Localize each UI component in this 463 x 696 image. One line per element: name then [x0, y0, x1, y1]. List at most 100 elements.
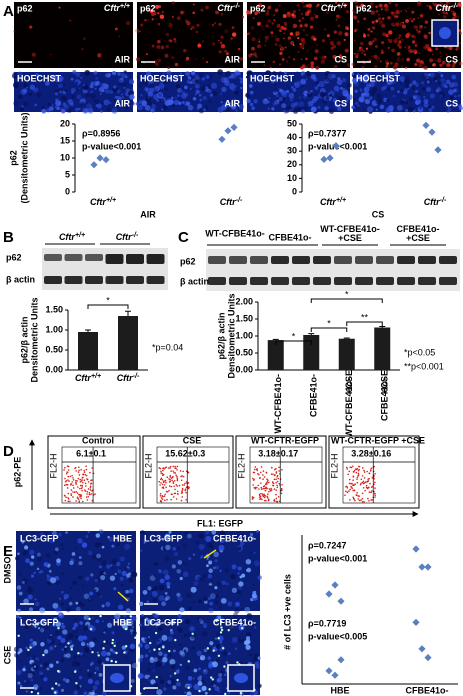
texture [274, 8, 279, 13]
texture [385, 33, 389, 38]
texture [264, 44, 267, 47]
texture [264, 74, 268, 78]
texture [33, 665, 37, 668]
texture [337, 4, 339, 6]
event [161, 478, 164, 481]
texture [233, 612, 238, 618]
texture [130, 679, 135, 683]
texture [51, 104, 54, 107]
event [258, 473, 260, 476]
texture [137, 657, 143, 663]
texture [60, 637, 66, 643]
event [253, 487, 255, 489]
event [272, 482, 275, 485]
texture [34, 601, 40, 607]
texture [248, 54, 252, 58]
texture [278, 76, 282, 80]
event [163, 495, 166, 497]
event [65, 479, 68, 482]
texture [167, 66, 170, 70]
texture [71, 95, 76, 99]
texture [25, 651, 31, 657]
event [275, 481, 277, 484]
gfp-puncta [17, 634, 20, 637]
texture [206, 564, 209, 568]
texture [168, 39, 171, 42]
texture [423, 33, 427, 38]
event [267, 481, 270, 484]
gfp-puncta [89, 628, 93, 631]
texture [60, 108, 66, 114]
texture [19, 616, 22, 619]
texture [190, 646, 195, 651]
event [276, 484, 278, 487]
texture [211, 23, 215, 27]
texture [361, 86, 364, 90]
event [174, 472, 177, 474]
texture [372, 40, 375, 43]
blot-label: p62 [180, 256, 196, 266]
gfp-puncta [54, 691, 57, 694]
texture [369, 90, 376, 97]
texture [174, 40, 177, 43]
plot-title: WT-CFTR-EGFP +CSE [331, 435, 425, 445]
axis-label: FL2-H [48, 453, 58, 478]
event [371, 490, 373, 492]
texture [416, 29, 418, 31]
band [126, 254, 144, 264]
texture [49, 638, 55, 645]
texture [205, 74, 210, 79]
texture [202, 668, 209, 675]
texture [203, 669, 206, 672]
texture [171, 15, 174, 19]
point [422, 121, 430, 129]
point [434, 146, 442, 154]
texture [208, 582, 213, 586]
event [77, 471, 80, 473]
texture [246, 70, 253, 77]
texture [15, 556, 20, 561]
texture [366, 106, 374, 113]
texture [154, 85, 160, 92]
event [89, 471, 91, 474]
texture [89, 591, 94, 596]
event [265, 483, 267, 485]
event [168, 489, 170, 492]
event [168, 478, 170, 480]
event [181, 491, 184, 494]
stain-label: p62 [17, 3, 33, 13]
texture [232, 74, 237, 79]
event [163, 468, 166, 470]
texture [21, 540, 25, 544]
texture [159, 679, 165, 684]
texture [280, 25, 285, 30]
texture [197, 681, 203, 686]
texture [306, 34, 309, 36]
texture [155, 88, 158, 91]
texture [282, 13, 287, 19]
event [67, 469, 70, 471]
texture [58, 642, 62, 647]
event [70, 483, 72, 485]
texture [207, 78, 211, 82]
texture [161, 108, 164, 111]
y-axis-label: Densitometric Units [226, 293, 236, 378]
event [374, 481, 376, 484]
texture [81, 584, 84, 587]
texture [23, 598, 29, 605]
texture [99, 92, 102, 96]
y-tick-label: 0 [292, 186, 297, 196]
plot-area [249, 446, 323, 504]
texture [289, 97, 294, 102]
texture [153, 12, 157, 16]
texture [240, 608, 243, 611]
gene-name: Cftr [220, 197, 236, 207]
texture [248, 84, 253, 88]
texture [165, 544, 171, 551]
texture [86, 103, 93, 110]
event [361, 501, 364, 503]
event [76, 496, 79, 499]
texture [154, 562, 159, 567]
event [362, 482, 365, 485]
inset-cell [110, 673, 124, 683]
